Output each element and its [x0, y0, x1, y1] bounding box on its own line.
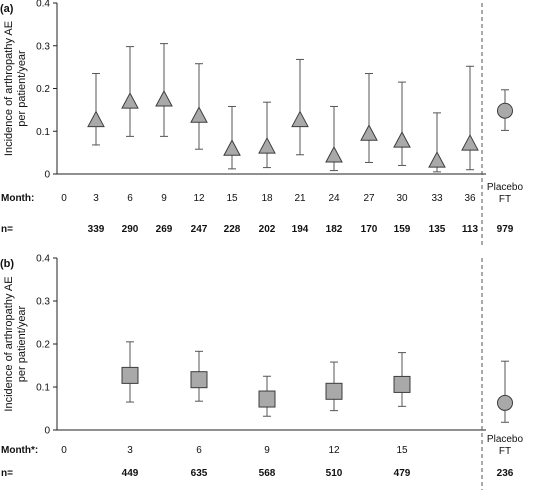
n-value: 290 [122, 224, 139, 235]
x-tick-label: 18 [261, 193, 273, 204]
y-tick-label: 0.3 [36, 41, 50, 52]
n-value: 170 [361, 224, 378, 235]
reference-label-line2: FT [499, 194, 511, 205]
reference-label: Placebo [487, 182, 524, 193]
y-tick-label: 0 [44, 170, 50, 181]
y-axis-title: Incidence of arthropathy AE [3, 21, 15, 156]
y-tick-label: 0.2 [36, 340, 50, 351]
data-point-triangle [155, 89, 173, 107]
n-value: 479 [394, 468, 411, 479]
x-tick-label: 21 [294, 193, 306, 204]
data-point-triangle [258, 137, 276, 154]
n-value: 182 [326, 224, 343, 235]
data-point-triangle [291, 110, 309, 128]
data-point-square [121, 366, 139, 384]
month-row-label: Month: [1, 193, 34, 204]
x-tick-label: 9 [161, 193, 167, 204]
data-point-square [258, 390, 276, 408]
reference-label: Placebo [487, 434, 524, 445]
data-point-triangle [190, 106, 208, 123]
n-row-label: n= [1, 224, 13, 235]
data-point-triangle [121, 92, 139, 109]
data-point-square [393, 375, 411, 393]
data-point-triangle [428, 151, 446, 168]
data-point-triangle [393, 131, 411, 148]
x-tick-label: 15 [396, 445, 408, 456]
n-value: 247 [191, 224, 208, 235]
x-tick-label: 0 [61, 193, 67, 204]
data-point-triangle [461, 134, 479, 151]
n-value: 568 [259, 468, 276, 479]
y-tick-label: 0.3 [36, 297, 50, 308]
y-axis-title-line2: per patient/year [16, 305, 28, 382]
x-tick-label: 3 [127, 445, 133, 456]
y-tick-label: 0.1 [36, 383, 50, 394]
n-value: 449 [122, 468, 139, 479]
data-point-triangle [360, 124, 378, 141]
n-row-label: n= [1, 468, 13, 479]
x-tick-label: 6 [196, 445, 202, 456]
reference-point-circle [497, 394, 513, 411]
y-axis-title: Incidence of arthropathy AE [3, 276, 15, 411]
x-tick-label: 15 [226, 193, 238, 204]
reference-n-value: 236 [497, 468, 514, 479]
reference-label-line2: FT [499, 446, 511, 457]
n-value: 135 [429, 224, 446, 235]
n-value: 159 [394, 224, 411, 235]
n-value: 635 [191, 468, 208, 479]
n-value: 113 [462, 224, 479, 235]
panel-label: (a) [0, 3, 14, 15]
chart-panel-b: (b) Incidence of arthropathy AE per patien… [0, 254, 524, 490]
x-tick-label: 12 [193, 193, 205, 204]
x-tick-label: 3 [93, 193, 99, 204]
y-tick-label: 0.4 [36, 254, 50, 265]
n-value: 269 [156, 224, 173, 235]
x-tick-label: 9 [264, 445, 270, 456]
y-axis-title-line2: per patient/year [16, 50, 28, 127]
x-tick-label: 6 [127, 193, 133, 204]
n-value: 194 [292, 224, 309, 235]
x-tick-label: 30 [396, 193, 408, 204]
x-tick-label: 36 [464, 193, 476, 204]
x-tick-label: 24 [328, 193, 340, 204]
x-tick-label: 12 [328, 445, 340, 456]
y-tick-label: 0.2 [36, 84, 50, 95]
panel-label: (b) [0, 258, 14, 270]
y-tick-label: 0.1 [36, 127, 50, 138]
data-point-triangle [223, 139, 241, 156]
x-tick-label: 27 [363, 193, 375, 204]
x-tick-label: 0 [61, 445, 67, 456]
y-tick-label: 0.4 [36, 0, 50, 10]
n-value: 202 [259, 224, 276, 235]
data-point-square [325, 382, 343, 400]
chart-panel-a: (a) Incidence of arthropathy AE per patien… [0, 0, 524, 246]
n-value: 228 [224, 224, 241, 235]
reference-n-value: 979 [497, 224, 514, 235]
month-row-label: Month*: [1, 445, 38, 456]
data-point-square [190, 371, 208, 389]
y-tick-label: 0 [44, 426, 50, 437]
n-value: 339 [88, 224, 105, 235]
x-tick-label: 33 [431, 193, 443, 204]
data-point-triangle [87, 110, 105, 128]
n-value: 510 [326, 468, 343, 479]
data-point-triangle [325, 145, 343, 163]
reference-point-circle [497, 102, 513, 119]
